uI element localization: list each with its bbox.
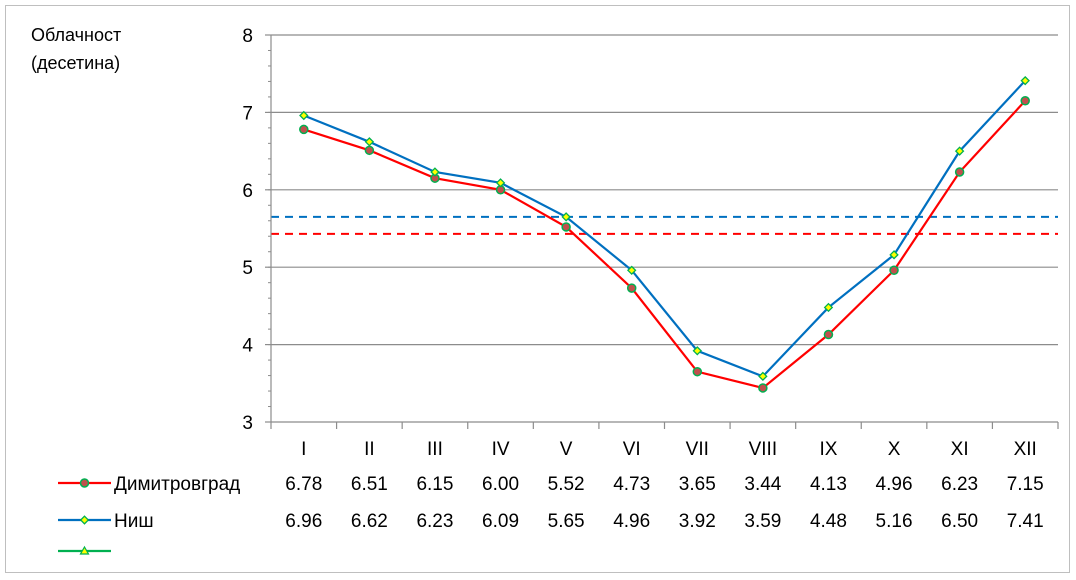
data-point-s1-7 — [758, 371, 768, 382]
x-tick-label-3: IV — [492, 439, 510, 460]
data-label-s1-1: 6.62 — [351, 511, 388, 532]
x-tick-label-2: III — [427, 439, 443, 460]
data-label-s0-2: 6.15 — [416, 474, 453, 495]
data-point-s0-5 — [626, 283, 637, 293]
data-point-s0-7 — [758, 383, 768, 393]
legend-key-marker-1 — [79, 515, 90, 525]
data-point-s0-1 — [364, 145, 375, 156]
data-label-s1-2: 6.23 — [416, 511, 453, 532]
legend-key-marker-2 — [79, 545, 90, 555]
axes: 3 4 5 6 7 8 — [242, 26, 1059, 434]
x-tick-label-5: VI — [623, 439, 641, 460]
x-tick-label-7: VIII — [749, 439, 778, 460]
series-lines — [299, 75, 1030, 393]
x-tick-label-11: XII — [1014, 439, 1037, 460]
data-point-s1-8 — [823, 302, 834, 313]
data-label-s1-5: 4.96 — [613, 511, 650, 532]
data-label-s1-0: 6.96 — [285, 511, 322, 532]
series-line-0 — [303, 100, 1027, 390]
y-axis-label-line-2: (десетина) — [31, 53, 120, 73]
data-label-s0-11: 7.15 — [1007, 474, 1044, 495]
legend-label-1: Ниш — [114, 511, 154, 532]
x-tick-label-1: II — [364, 439, 375, 460]
data-label-s1-10: 6.50 — [941, 511, 978, 532]
y-tick-label-5: 5 — [242, 258, 253, 279]
data-point-s1-4 — [561, 212, 571, 222]
y-tick-label-7: 7 — [242, 103, 253, 124]
data-label-s0-9: 4.96 — [876, 474, 913, 495]
y-axis-label-line-1: Облачност — [31, 25, 121, 45]
reference-lines — [271, 215, 1058, 235]
gridlines — [271, 34, 1058, 346]
data-point-s1-2 — [430, 167, 440, 177]
data-point-s1-11 — [1020, 75, 1030, 86]
data-label-s1-4: 5.65 — [548, 511, 585, 532]
data-point-s0-11 — [1020, 96, 1030, 106]
data-label-s0-0: 6.78 — [285, 474, 322, 495]
data-point-s1-5 — [626, 265, 637, 276]
x-tick-label-0: I — [301, 439, 306, 460]
data-point-s1-1 — [364, 137, 375, 147]
data-label-s0-7: 3.44 — [744, 474, 781, 495]
data-label-s0-4: 5.52 — [548, 474, 585, 495]
data-point-s1-0 — [299, 110, 309, 121]
data-label-s0-6: 3.65 — [679, 474, 716, 495]
legend-label-0: Димитровград — [114, 474, 240, 495]
legend-key-marker-0 — [79, 478, 90, 488]
data-label-s0-10: 6.23 — [941, 474, 978, 495]
x-tick-label-10: XI — [951, 439, 969, 460]
data-point-s1-10 — [954, 146, 965, 156]
data-point-s0-8 — [823, 329, 834, 340]
data-label-s0-1: 6.51 — [351, 474, 388, 495]
data-label-s1-6: 3.92 — [679, 511, 716, 532]
data-point-s1-9 — [889, 250, 899, 260]
data-label-s1-11: 7.41 — [1007, 511, 1044, 532]
data-label-s1-9: 5.16 — [876, 511, 913, 532]
data-point-s0-4 — [561, 222, 571, 232]
data-label-s0-5: 4.73 — [613, 474, 650, 495]
data-label-s0-3: 6.00 — [482, 474, 519, 495]
y-tick-label-3: 3 — [242, 413, 253, 434]
data-label-s1-7: 3.59 — [744, 511, 781, 532]
y-tick-label-8: 8 — [242, 26, 253, 47]
x-tick-label-9: X — [888, 439, 901, 460]
data-point-s0-6 — [692, 366, 703, 377]
data-label-s0-8: 4.13 — [810, 474, 847, 495]
x-tick-label-4: V — [560, 439, 573, 460]
y-tick-label-6: 6 — [242, 181, 253, 202]
series-line-1 — [303, 79, 1027, 378]
data-point-s0-0 — [299, 124, 309, 135]
data-label-s1-8: 4.48 — [810, 511, 847, 532]
data-point-s1-6 — [692, 346, 703, 356]
data-point-s1-3 — [495, 178, 506, 188]
x-tick-label-8: IX — [819, 439, 837, 460]
x-tick-label-6: VII — [686, 439, 709, 460]
data-point-s0-10 — [954, 167, 965, 177]
data-label-s1-3: 6.09 — [482, 511, 519, 532]
y-tick-label-4: 4 — [242, 336, 253, 357]
data-point-s0-9 — [889, 265, 899, 276]
